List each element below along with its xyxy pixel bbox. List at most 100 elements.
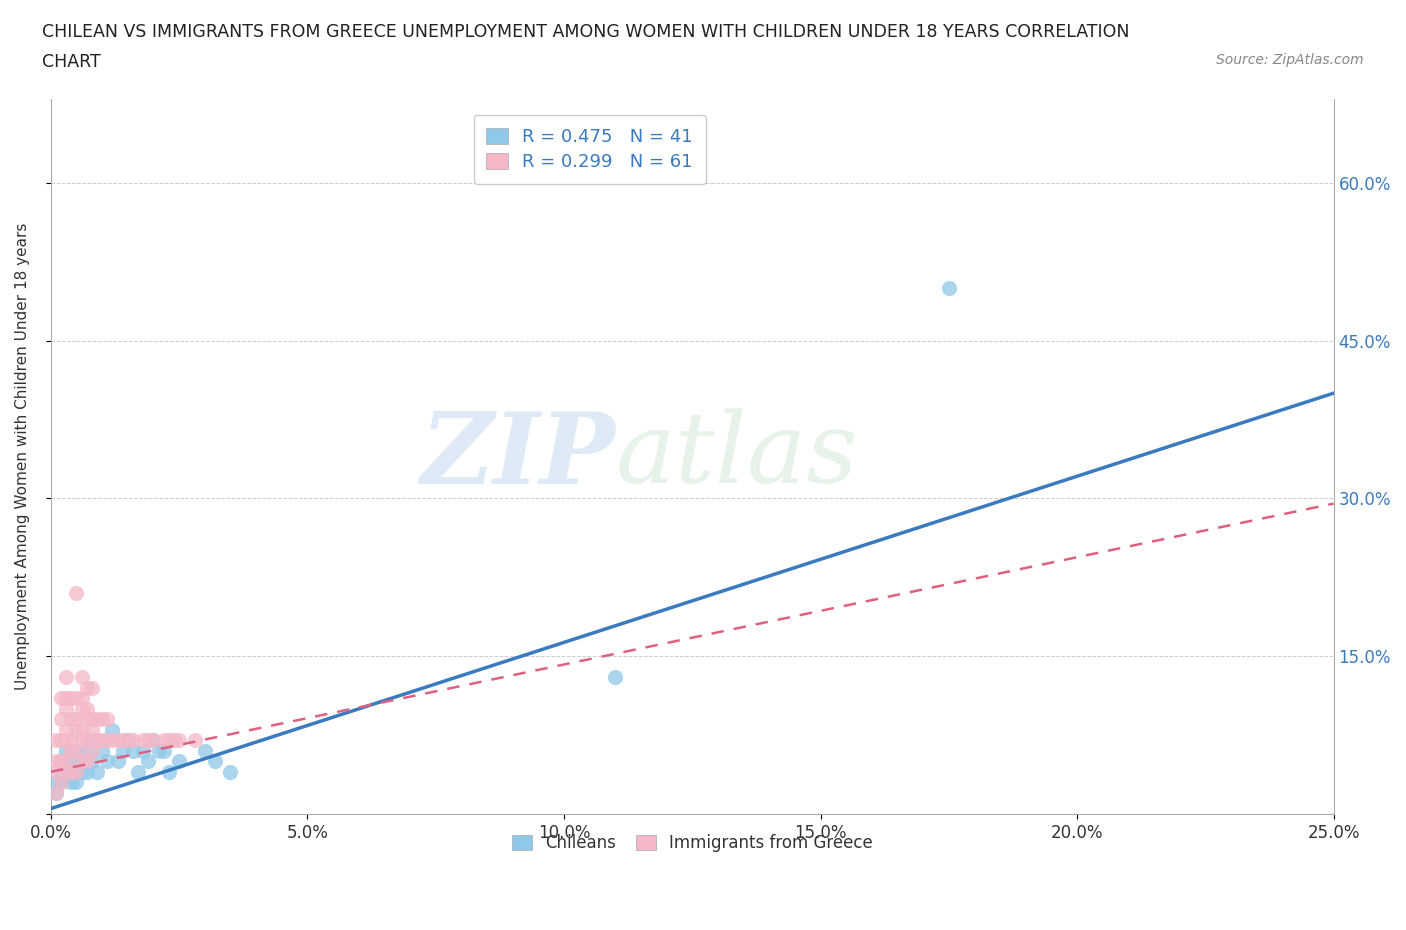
Point — [65, 586, 87, 601]
Text: atlas: atlas — [616, 408, 858, 504]
Point — [49, 733, 72, 748]
Point — [60, 775, 83, 790]
Point — [80, 743, 103, 758]
Point — [80, 733, 103, 748]
Point — [117, 733, 139, 748]
Point — [142, 733, 165, 748]
Point — [152, 743, 174, 758]
Point — [80, 723, 103, 737]
Point — [91, 711, 114, 726]
Point — [163, 733, 186, 748]
Point — [65, 764, 87, 779]
Text: Source: ZipAtlas.com: Source: ZipAtlas.com — [1216, 53, 1364, 67]
Point — [136, 733, 159, 748]
Point — [70, 733, 93, 748]
Point — [76, 733, 98, 748]
Point — [55, 701, 77, 716]
Point — [49, 764, 72, 779]
Point — [148, 743, 170, 758]
Point — [132, 733, 155, 748]
Point — [65, 711, 87, 726]
Point — [117, 733, 139, 748]
Point — [96, 711, 118, 726]
Point — [70, 723, 93, 737]
Point — [70, 701, 93, 716]
Point — [65, 723, 87, 737]
Point — [80, 680, 103, 695]
Point — [60, 711, 83, 726]
Point — [96, 733, 118, 748]
Point — [49, 775, 72, 790]
Point — [45, 764, 67, 779]
Point — [45, 754, 67, 769]
Point — [55, 691, 77, 706]
Point — [45, 785, 67, 800]
Point — [111, 733, 134, 748]
Point — [55, 743, 77, 758]
Point — [167, 754, 190, 769]
Point — [60, 691, 83, 706]
Point — [55, 764, 77, 779]
Point — [70, 754, 93, 769]
Point — [80, 711, 103, 726]
Point — [80, 754, 103, 769]
Point — [219, 764, 242, 779]
Point — [76, 711, 98, 726]
Point — [70, 754, 93, 769]
Point — [132, 743, 155, 758]
Point — [49, 754, 72, 769]
Point — [49, 711, 72, 726]
Point — [45, 785, 67, 800]
Point — [65, 775, 87, 790]
Point — [45, 775, 67, 790]
Point — [76, 743, 98, 758]
Point — [86, 733, 108, 748]
Point — [76, 754, 98, 769]
Point — [55, 754, 77, 769]
Point — [45, 733, 67, 748]
Point — [60, 743, 83, 758]
Point — [167, 733, 190, 748]
Point — [194, 743, 217, 758]
Point — [76, 764, 98, 779]
Point — [70, 764, 93, 779]
Point — [122, 733, 145, 748]
Point — [605, 670, 627, 684]
Point — [107, 733, 129, 748]
Point — [65, 691, 87, 706]
Point — [49, 691, 72, 706]
Point — [60, 733, 83, 748]
Point — [204, 754, 226, 769]
Point — [111, 743, 134, 758]
Text: ZIP: ZIP — [420, 408, 616, 504]
Point — [938, 281, 960, 296]
Point — [55, 670, 77, 684]
Point — [65, 743, 87, 758]
Point — [55, 723, 77, 737]
Point — [107, 754, 129, 769]
Point — [65, 743, 87, 758]
Point — [55, 764, 77, 779]
Point — [101, 723, 124, 737]
Point — [136, 754, 159, 769]
Point — [127, 764, 149, 779]
Point — [96, 754, 118, 769]
Point — [157, 764, 180, 779]
Point — [76, 701, 98, 716]
Point — [157, 733, 180, 748]
Point — [76, 680, 98, 695]
Point — [101, 733, 124, 748]
Point — [55, 754, 77, 769]
Point — [60, 764, 83, 779]
Point — [70, 670, 93, 684]
Point — [91, 733, 114, 748]
Point — [65, 764, 87, 779]
Point — [86, 764, 108, 779]
Text: CHART: CHART — [42, 53, 101, 71]
Point — [91, 743, 114, 758]
Point — [183, 733, 205, 748]
Point — [49, 775, 72, 790]
Point — [142, 733, 165, 748]
Point — [122, 743, 145, 758]
Y-axis label: Unemployment Among Women with Children Under 18 years: Unemployment Among Women with Children U… — [15, 222, 30, 690]
